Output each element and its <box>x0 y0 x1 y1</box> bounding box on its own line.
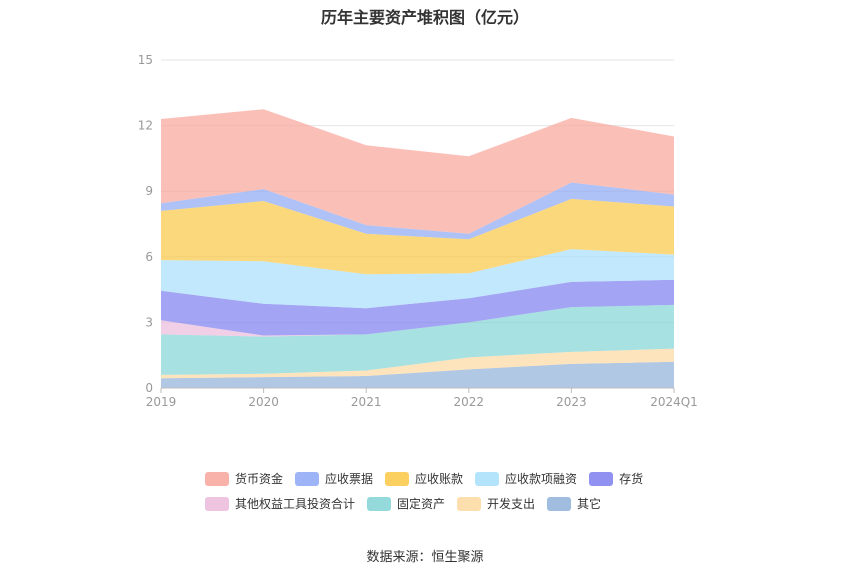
legend-row: 其他权益工具投资合计 固定资产 开发支出 其它 <box>205 495 675 512</box>
x-tick-label: 2021 <box>351 395 382 409</box>
legend-item[interactable]: 其它 <box>547 495 601 512</box>
legend: 货币资金 应收票据 应收账款 应收款项融资 存货 其他权益工具投资合计 固定资产 开发支出其… <box>205 470 675 520</box>
legend-row: 货币资金 应收票据 应收账款 应收款项融资 存货 <box>205 470 675 487</box>
legend-label: 应收账款 <box>415 472 464 486</box>
series-areas <box>161 109 674 388</box>
legend-swatch <box>475 471 500 486</box>
legend-item[interactable]: 应收账款 <box>385 470 463 487</box>
y-tick-label: 15 <box>138 53 153 67</box>
legend-swatch <box>457 496 482 511</box>
legend-label: 货币资金 <box>235 472 284 486</box>
legend-label: 应收款项融资 <box>505 472 578 486</box>
y-tick-label: 12 <box>138 119 153 133</box>
y-axis: 0 3 6 9 12 15 <box>138 53 153 395</box>
legend-swatch <box>295 471 320 486</box>
y-tick-label: 6 <box>145 250 153 264</box>
area-series <box>161 198 674 275</box>
x-tick-label: 2024Q1 <box>650 395 698 409</box>
y-tick-label: 0 <box>145 381 153 395</box>
legend-item[interactable]: 货币资金 <box>205 470 283 487</box>
area-series <box>161 348 674 379</box>
legend-swatch <box>589 471 614 486</box>
legend-label: 应收票据 <box>325 472 374 486</box>
legend-swatch <box>367 496 392 511</box>
legend-swatch <box>205 496 229 511</box>
legend-item[interactable]: 开发支出 <box>457 495 535 512</box>
legend-item[interactable]: 固定资产 <box>367 495 445 512</box>
y-tick-label: 3 <box>145 315 153 329</box>
legend-label: 其它 <box>577 497 602 511</box>
legend-item[interactable]: 应收款项融资 <box>475 470 577 487</box>
x-tick-label: 2020 <box>248 395 279 409</box>
area-series <box>161 304 674 375</box>
x-axis: 2019 2020 2021 2022 2023 2024Q1 <box>146 387 698 409</box>
legend-label: 其他权益工具投资合计 <box>235 497 356 511</box>
x-tick-label: 2022 <box>454 395 485 409</box>
y-tick-label: 9 <box>145 184 153 198</box>
x-tick-label: 2019 <box>146 395 177 409</box>
area-chart: 0 3 6 9 12 15 2019 2020 2021 2022 2023 2024Q1 <box>138 53 698 409</box>
legend-label: 固定资产 <box>397 497 446 511</box>
legend-item[interactable]: 应收票据 <box>295 470 373 487</box>
source-note: 数据来源：恒生聚源 <box>366 550 484 565</box>
legend-item[interactable]: 其他权益工具投资合计 <box>205 495 355 512</box>
chart-title: 历年主要资产堆积图（亿元） <box>320 8 529 27</box>
legend-swatch <box>385 471 410 486</box>
legend-label: 开发支出 <box>487 497 536 511</box>
x-tick-label: 2023 <box>556 395 587 409</box>
area-series <box>161 249 674 309</box>
area-series <box>161 361 674 388</box>
legend-item[interactable]: 存货 <box>589 470 643 487</box>
legend-swatch <box>547 496 572 511</box>
area-series <box>161 279 674 336</box>
legend-swatch <box>205 471 229 486</box>
legend-label: 存货 <box>619 472 644 486</box>
area-series <box>161 109 674 234</box>
area-series <box>161 182 674 240</box>
area-series <box>161 304 674 337</box>
